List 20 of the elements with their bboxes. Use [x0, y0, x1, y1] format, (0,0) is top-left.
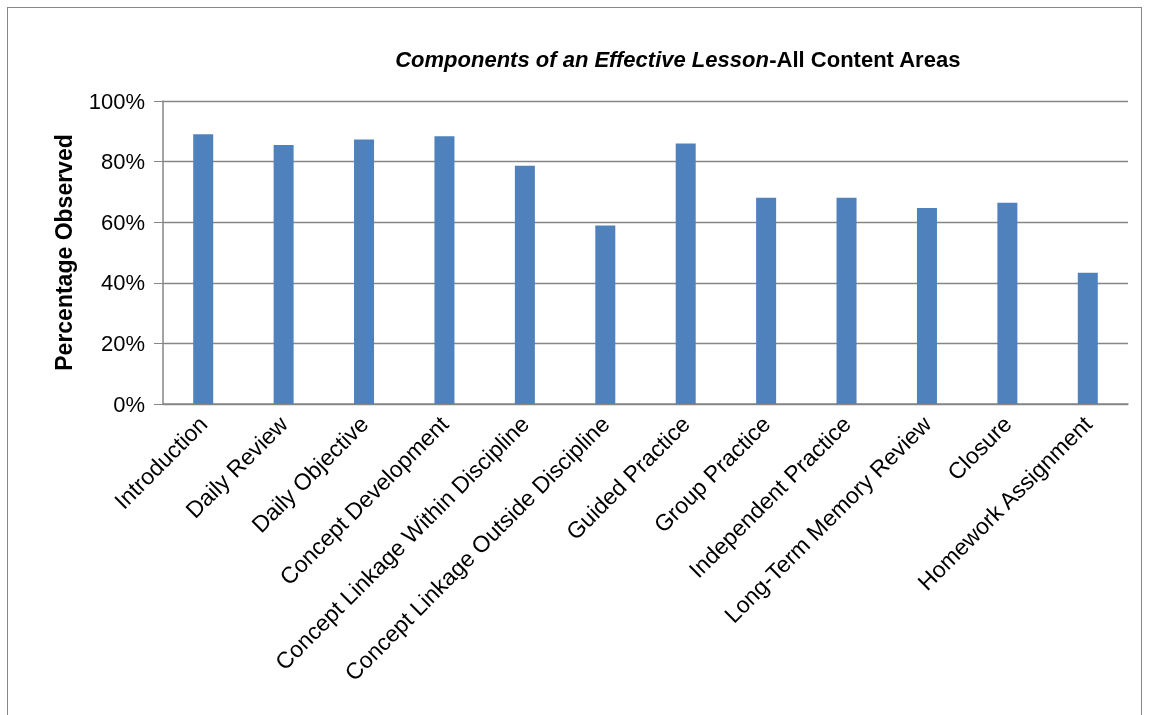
- bar: [756, 197, 777, 404]
- y-tick-label: 80%: [100, 149, 145, 175]
- bar: [1077, 272, 1098, 404]
- bar: [595, 225, 616, 404]
- bar: [514, 165, 535, 404]
- bar: [675, 143, 696, 404]
- bar: [273, 144, 294, 404]
- y-axis-title: Percentage Observed: [50, 134, 77, 371]
- y-tick-label: 60%: [100, 209, 145, 235]
- bar: [434, 136, 455, 404]
- bar: [836, 197, 857, 404]
- bar: [997, 202, 1018, 404]
- y-tick-label: 0%: [113, 391, 145, 417]
- bar: [354, 139, 375, 404]
- y-tick-label: 40%: [100, 270, 145, 296]
- y-tick-label: 20%: [100, 330, 145, 356]
- bar: [916, 207, 937, 404]
- y-tick-label: 100%: [88, 88, 145, 114]
- bar: [193, 134, 214, 404]
- chart-title: Components of an Effective Lesson-All Content Areas: [395, 46, 961, 72]
